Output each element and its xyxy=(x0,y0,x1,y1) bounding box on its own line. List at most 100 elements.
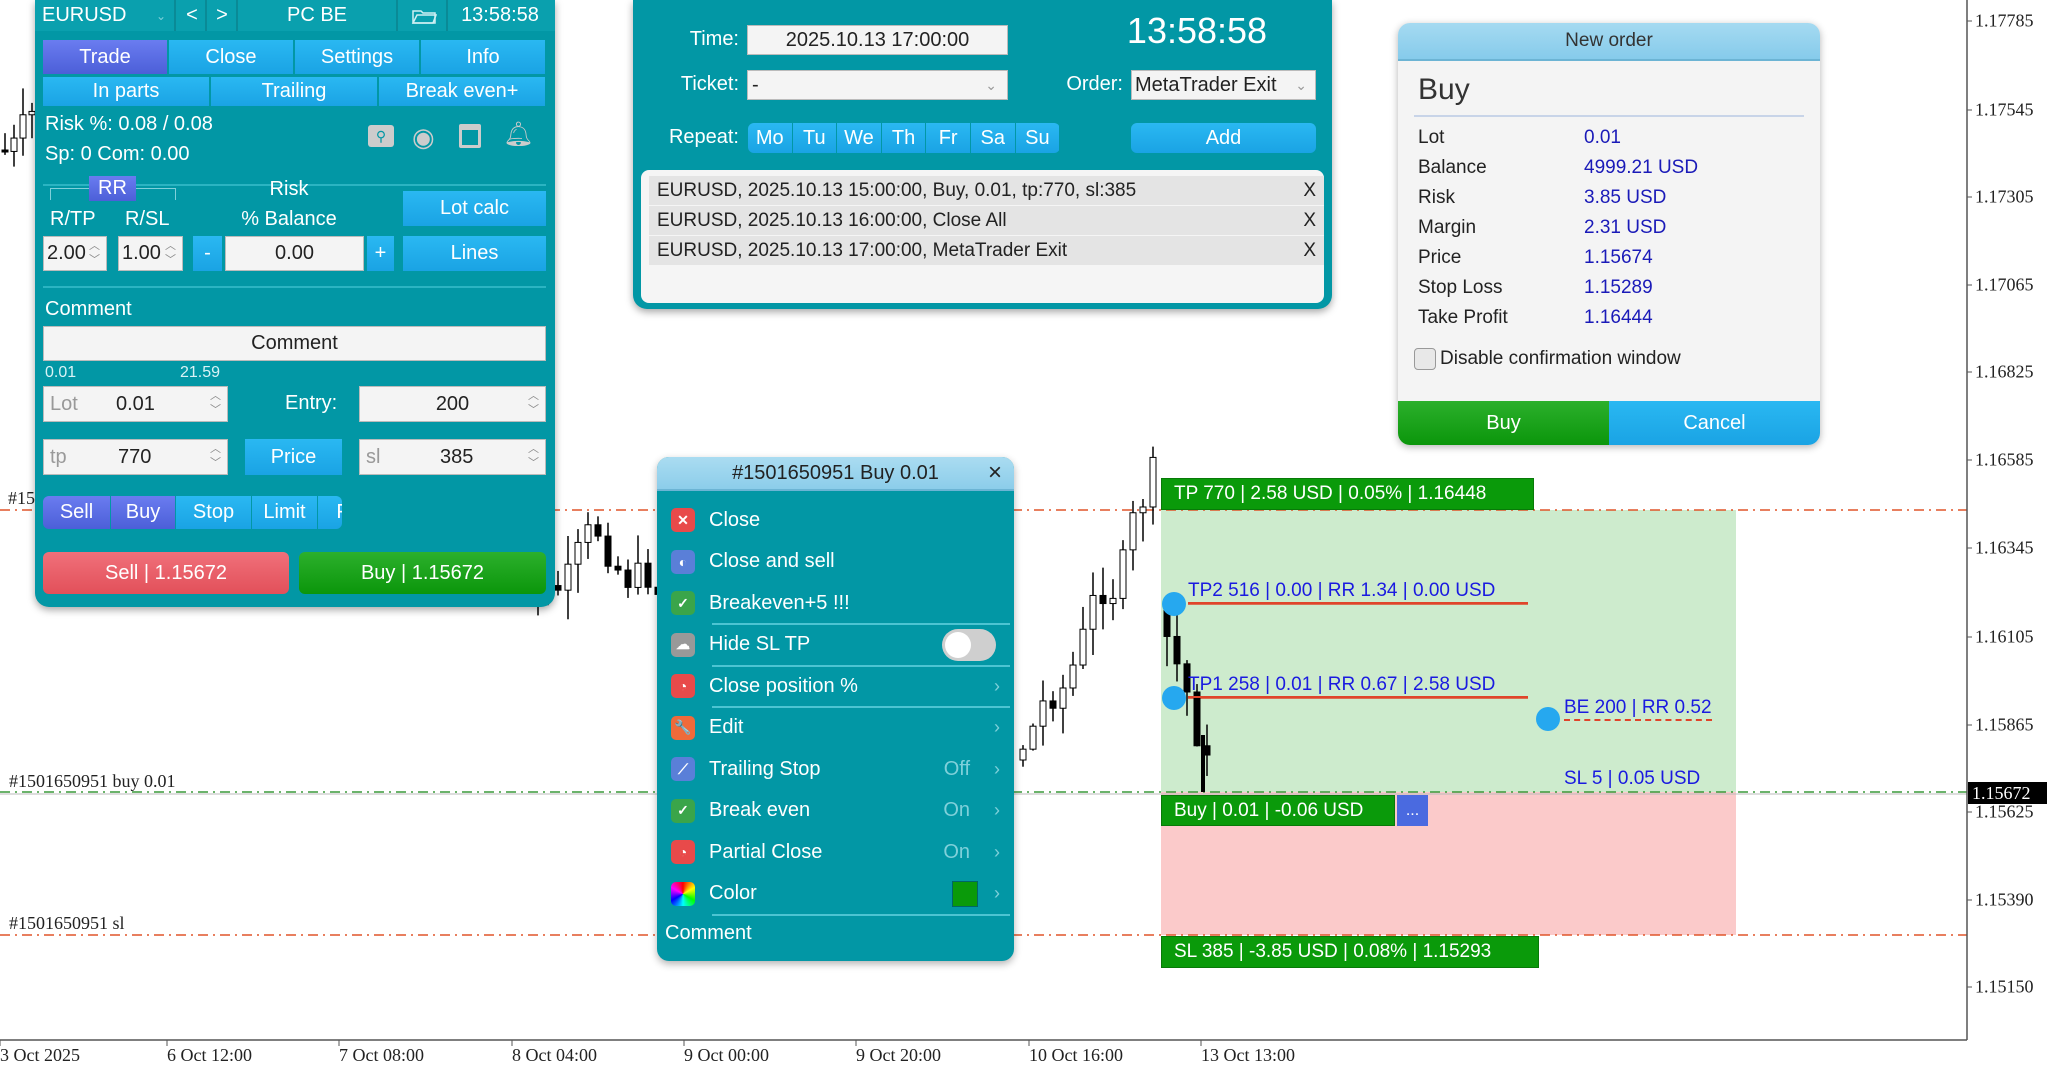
lines-button[interactable]: Lines xyxy=(403,236,546,271)
candle xyxy=(19,114,27,139)
order-type-stop[interactable]: Stop xyxy=(176,496,251,529)
day-we[interactable]: We xyxy=(837,123,881,153)
subtab-in-parts[interactable]: In parts xyxy=(43,77,209,106)
spinner-icon[interactable]: ︿ ﹀ xyxy=(528,390,539,416)
menu-item-breakeven-5-[interactable]: ✓ Breakeven+5 !!! xyxy=(657,583,1014,623)
risk-decrease-button[interactable]: - xyxy=(193,236,222,271)
lot-calc-button[interactable]: Lot calc xyxy=(403,191,546,226)
calendar-icon[interactable] xyxy=(459,124,481,148)
menu-item-label: Partial Close xyxy=(709,840,823,863)
bell-plus-icon[interactable]: 🔔︎ xyxy=(503,121,534,148)
spinner-icon[interactable]: ︿ ﹀ xyxy=(89,240,100,266)
confirm-buy-button[interactable]: Buy xyxy=(1398,401,1609,445)
menu-item-color[interactable]: Color › xyxy=(657,874,1014,914)
order-field-label: Lot xyxy=(1418,127,1445,148)
sell-market-button[interactable]: Sell | 1.15672 xyxy=(43,552,289,594)
tp-tag[interactable]: TP 770 | 2.58 USD | 0.05% | 1.16448 xyxy=(1161,478,1534,510)
menu-comment[interactable]: Comment xyxy=(665,922,752,944)
tp-input[interactable]: tp 770 ︿ ﹀ xyxy=(43,439,228,475)
search-icon[interactable]: ⚲ xyxy=(368,125,394,147)
lot-input[interactable]: Lot 0.01 ︿ ﹀ xyxy=(43,386,228,422)
menu-item-close[interactable]: ✕ Close xyxy=(657,500,1014,540)
menu-item-close-and-sell[interactable]: ◐ Close and sell xyxy=(657,542,1014,582)
color-swatch[interactable] xyxy=(952,880,978,907)
candle xyxy=(624,569,632,588)
reverse-icon: ◐ xyxy=(671,549,695,574)
spinner-icon[interactable]: ︿ ﹀ xyxy=(210,443,221,469)
menu-item-break-even[interactable]: ✓ Break even On › xyxy=(657,791,1014,831)
price-button[interactable]: Price xyxy=(245,439,342,475)
eye-icon[interactable]: ◉ xyxy=(412,122,435,152)
order-type-buy[interactable]: Buy xyxy=(111,496,175,529)
ticket-select[interactable]: - ⌄ xyxy=(747,70,1008,100)
price-tick: 1.17305 xyxy=(1975,186,2034,207)
candle xyxy=(10,137,18,152)
time-input[interactable]: 2025.10.13 17:00:00 xyxy=(747,25,1008,55)
day-mo[interactable]: Mo xyxy=(748,123,792,153)
chevron-right-icon: › xyxy=(994,758,1000,779)
sl-value: 385 xyxy=(440,445,474,468)
subtab-trailing[interactable]: Trailing xyxy=(211,77,377,106)
day-sa[interactable]: Sa xyxy=(971,123,1015,153)
spread-commission-text: Sp: 0 Com: 0.00 xyxy=(45,143,190,165)
order-field-value: 0.01 xyxy=(1584,127,1621,148)
position-tag[interactable]: Buy | 0.01 | -0.06 USD xyxy=(1161,795,1395,826)
position-more-button[interactable]: ... xyxy=(1397,795,1428,826)
sl-tag[interactable]: SL 385 | -3.85 USD | 0.08% | 1.15293 xyxy=(1161,936,1539,968)
menu-item-trailing-stop[interactable]: ⟋ Trailing Stop Off › xyxy=(657,749,1014,789)
day-su[interactable]: Su xyxy=(1015,123,1060,153)
schedule-row: EURUSD, 2025.10.13 15:00:00, Buy, 0.01, … xyxy=(649,176,1324,205)
prev-symbol-button[interactable]: < xyxy=(179,0,207,31)
delete-schedule-button[interactable]: X xyxy=(1303,209,1316,231)
candle xyxy=(1029,725,1037,750)
folder-icon[interactable] xyxy=(401,0,448,31)
spinner-icon[interactable]: ︿ ﹀ xyxy=(165,240,176,266)
add-schedule-button[interactable]: Add xyxy=(1131,123,1316,153)
day-tu[interactable]: Tu xyxy=(792,123,837,153)
trailing-icon: ⟋ xyxy=(671,757,695,781)
current-price-badge: 1.15672 xyxy=(1968,782,2047,804)
profile-name[interactable]: PC BE xyxy=(238,0,398,31)
entry-input[interactable]: 200 ︿ ﹀ xyxy=(359,386,546,422)
delete-schedule-button[interactable]: X xyxy=(1303,179,1316,201)
next-symbol-button[interactable]: > xyxy=(208,0,238,31)
day-th[interactable]: Th xyxy=(881,123,926,153)
order-type-limit[interactable]: Limit xyxy=(252,496,317,529)
symbol-dropdown[interactable]: EURUSD ⌄ xyxy=(35,0,176,31)
rtp-input[interactable]: 2.00 ︿ ﹀ xyxy=(43,236,107,271)
panel-clock: 13:58:58 xyxy=(461,4,539,26)
rr-toggle[interactable]: RR xyxy=(89,176,136,201)
tab-close[interactable]: Close xyxy=(169,40,293,74)
order-type-sell[interactable]: Sell xyxy=(43,496,110,529)
menu-title-text: #1501650951 Buy 0.01 xyxy=(732,461,939,484)
menu-item-edit[interactable]: 🔧 Edit › xyxy=(657,708,1014,748)
menu-item-hide-sl-tp[interactable]: ☁ Hide SL TP xyxy=(657,625,1014,665)
risk-increase-button[interactable]: + xyxy=(367,236,394,271)
tab-settings[interactable]: Settings xyxy=(295,40,419,74)
delete-schedule-button[interactable]: X xyxy=(1303,239,1316,261)
tp2-drag-handle[interactable] xyxy=(1162,592,1186,616)
spinner-icon[interactable]: ︿ ﹀ xyxy=(210,390,221,416)
rsl-input[interactable]: 1.00 ︿ ﹀ xyxy=(118,236,183,271)
menu-item-partial-close[interactable]: ◔ Partial Close On › xyxy=(657,832,1014,872)
day-fr[interactable]: Fr xyxy=(926,123,970,153)
menu-item-close-position-[interactable]: ◔ Close position % › xyxy=(657,666,1014,706)
spinner-icon[interactable]: ︿ ﹀ xyxy=(528,443,539,469)
close-icon[interactable]: × xyxy=(987,459,1002,486)
sl-input[interactable]: sl 385 ︿ ﹀ xyxy=(359,439,546,475)
risk-input[interactable]: 0.00 xyxy=(225,236,364,271)
order-field-label: Price xyxy=(1418,247,1462,268)
subtab-break-even-[interactable]: Break even+ xyxy=(379,77,545,106)
be-drag-handle[interactable] xyxy=(1536,707,1560,731)
hide-sl-tp-toggle[interactable] xyxy=(942,628,996,661)
comment-input[interactable]: Comment xyxy=(43,326,546,361)
tab-trade[interactable]: Trade xyxy=(43,40,167,74)
cancel-button[interactable]: Cancel xyxy=(1609,401,1820,445)
order-select[interactable]: MetaTrader Exit ⌄ xyxy=(1131,70,1316,100)
tp1-drag-handle[interactable] xyxy=(1162,686,1186,710)
buy-market-button[interactable]: Buy | 1.15672 xyxy=(299,552,546,594)
order-type-fn[interactable]: Fn xyxy=(318,496,342,529)
tab-info[interactable]: Info xyxy=(421,40,545,74)
disable-confirmation-checkbox[interactable] xyxy=(1414,348,1436,370)
